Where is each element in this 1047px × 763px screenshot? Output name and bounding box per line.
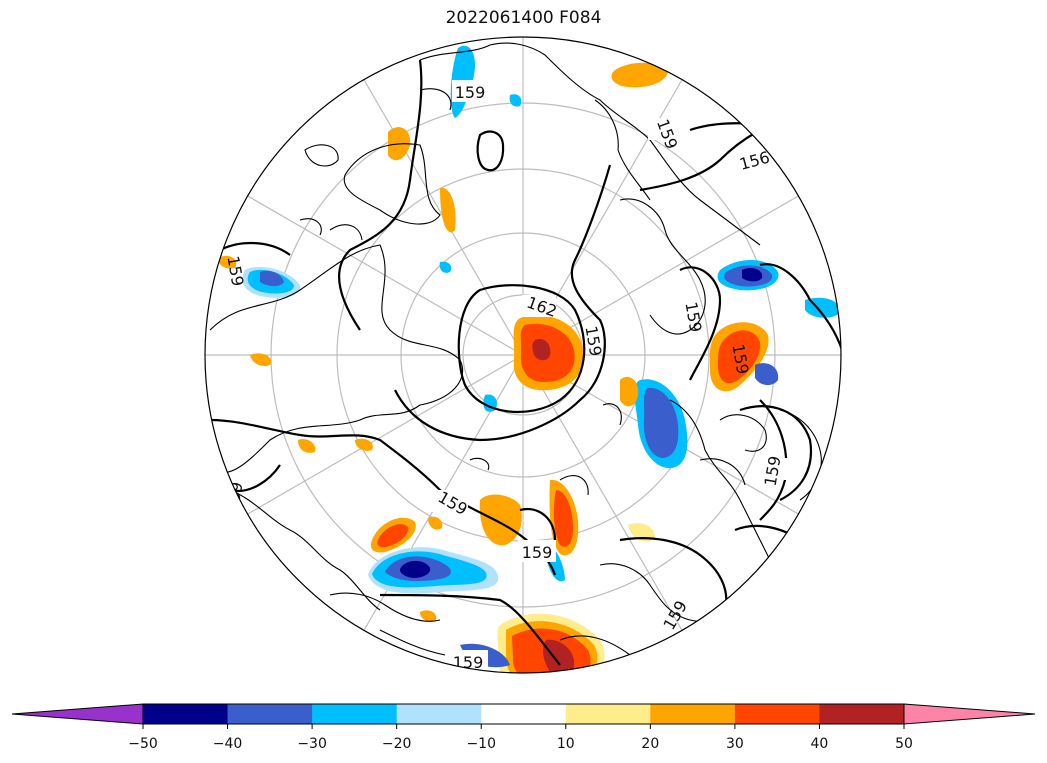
- contour-label: 159: [453, 653, 484, 672]
- colorbar-tick-label: −50: [128, 736, 158, 752]
- map-title: 2022061400 F084: [445, 8, 602, 28]
- colorbar-segment: [734, 704, 820, 724]
- colorbar-tick-label: −10: [466, 736, 496, 752]
- colorbar-tick-label: 10: [557, 736, 575, 752]
- colorbar-segment: [481, 704, 567, 724]
- colorbar-extend-high: [903, 703, 1036, 725]
- colorbar-tick-label: 20: [641, 736, 659, 752]
- polar-stereographic-map: 159 159 156 159 159 159 162 159 159 159 …: [204, 36, 842, 674]
- contour-labels: 159 159 156 159 159 159 162 159 159 159 …: [223, 80, 790, 672]
- colorbar-tick-label: −20: [382, 736, 412, 752]
- colorbar-ticks: −50 −40 −30 −20 −10 10 20 30 40 50: [128, 724, 913, 752]
- colorbar-segments: [11, 703, 1036, 725]
- colorbar: −50 −40 −30 −20 −10 10 20 30 40 50: [11, 703, 1036, 752]
- contour-label: 159: [761, 454, 785, 487]
- colorbar-segment: [312, 704, 398, 724]
- colorbar-extend-low: [11, 703, 144, 725]
- colorbar-segment: [565, 704, 651, 724]
- colorbar-segment: [227, 704, 313, 724]
- contour-label: 159: [223, 480, 247, 513]
- contour-label: 159: [681, 300, 705, 333]
- colorbar-tick-label: 30: [726, 736, 744, 752]
- colorbar-outline: [142, 703, 905, 725]
- contour-label: 159: [522, 543, 553, 562]
- contour-label: 159: [223, 254, 247, 287]
- colorbar-tick-label: −30: [297, 736, 327, 752]
- colorbar-segment: [143, 704, 229, 724]
- colorbar-segment: [396, 704, 482, 724]
- colorbar-tick-label: 40: [811, 736, 829, 752]
- colorbar-tick-label: −40: [213, 736, 243, 752]
- map-boundary: [204, 36, 842, 674]
- contour-label: 159: [455, 83, 486, 102]
- colorbar-segment: [819, 704, 905, 724]
- colorbar-tick-label: 50: [895, 736, 913, 752]
- colorbar-segment: [650, 704, 736, 724]
